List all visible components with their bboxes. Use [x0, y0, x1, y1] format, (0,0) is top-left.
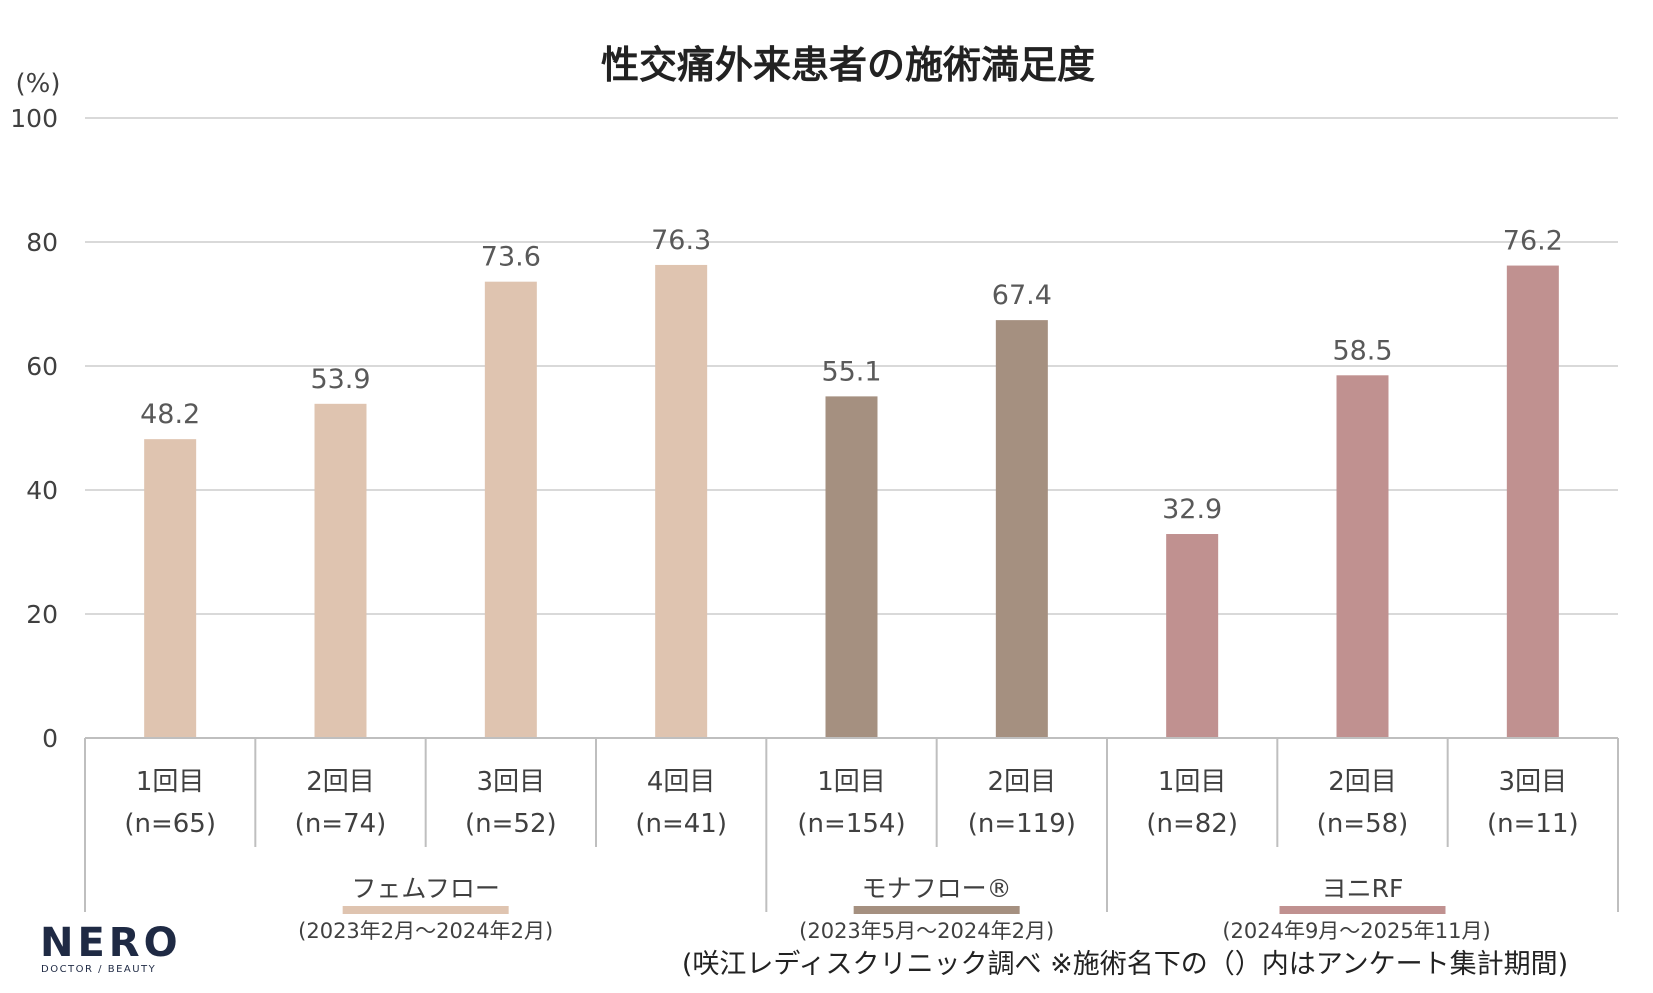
group-name: フェムフロー — [351, 874, 500, 903]
bar — [1166, 534, 1219, 738]
group-legend-swatch — [1279, 906, 1446, 914]
bar — [995, 320, 1048, 738]
data-label: 73.6 — [481, 242, 541, 273]
bar — [1336, 375, 1389, 738]
bar — [314, 403, 367, 738]
category-n-label: (n=41) — [635, 809, 727, 839]
category-n-label: (n=11) — [1487, 809, 1579, 839]
logo-text: NERO — [40, 920, 182, 966]
category-n-label: (n=52) — [465, 809, 557, 839]
logo-subtext: DOCTOR / BEAUTY — [41, 964, 156, 975]
bar — [1506, 265, 1559, 738]
bar — [825, 396, 878, 738]
category-n-label: (n=119) — [968, 809, 1076, 839]
group-name: モナフロー® — [862, 874, 1012, 903]
bar — [144, 439, 197, 738]
category-n-label: (n=74) — [295, 809, 387, 839]
group-period: (2024年9月～2025年11月) — [1222, 919, 1490, 943]
category-label: 1回目 — [136, 767, 205, 797]
y-tick-label: 40 — [26, 476, 58, 505]
y-tick-label: 60 — [26, 352, 58, 381]
data-label: 76.3 — [651, 225, 711, 256]
group-legend-swatch — [342, 906, 509, 914]
category-n-label: (n=58) — [1317, 809, 1409, 839]
nero-logo: NERO DOCTOR / BEAUTY — [40, 920, 182, 975]
category-label: 1回目 — [817, 767, 886, 797]
data-label: 67.4 — [992, 280, 1052, 311]
category-labels: 1回目 (n=65) 2回目 (n=74) 3回目 (n=52) 4回目 (n=41) 1回目 (… — [124, 767, 1578, 839]
group-period: (2023年2月～2024年2月) — [298, 919, 553, 943]
category-label: 4回目 — [647, 767, 716, 797]
data-label: 58.5 — [1332, 335, 1392, 366]
data-label: 76.2 — [1503, 226, 1563, 257]
chart-title: 性交痛外来患者の施術満足度 — [601, 43, 1095, 87]
data-label: 32.9 — [1162, 494, 1222, 525]
y-tick-label: 80 — [26, 228, 58, 257]
bar — [484, 281, 537, 738]
category-label: 1回目 — [1158, 767, 1227, 797]
category-label: 2回目 — [1328, 767, 1397, 797]
y-axis-ticks: 0 20 40 60 80 100 — [10, 104, 58, 753]
data-labels: 48.2 53.9 73.6 76.3 55.1 67.4 32.9 58.5 76.2 — [140, 225, 1563, 525]
y-axis-unit: (%) — [16, 69, 61, 99]
category-label: 3回目 — [1499, 767, 1568, 797]
data-label: 53.9 — [310, 364, 370, 395]
category-n-label: (n=82) — [1146, 809, 1238, 839]
group-period: (2023年5月～2024年2月) — [799, 919, 1054, 943]
bars — [144, 264, 1559, 738]
group-labels: フェムフロー (2023年2月～2024年2月) モナフロー® (2023年5月～20… — [298, 874, 1491, 943]
category-n-label: (n=65) — [124, 809, 216, 839]
y-tick-label: 100 — [10, 104, 58, 133]
category-label: 3回目 — [477, 767, 546, 797]
data-label: 55.1 — [821, 356, 881, 387]
group-legend-swatch — [853, 906, 1020, 914]
bar — [655, 264, 708, 738]
group-name: ヨニRF — [1322, 874, 1404, 903]
y-tick-label: 0 — [42, 724, 58, 753]
category-label: 2回目 — [988, 767, 1057, 797]
category-n-label: (n=154) — [797, 809, 905, 839]
data-label: 48.2 — [140, 399, 200, 430]
category-axis — [84, 737, 1619, 912]
footnote: (咲江レディスクリニック調べ ※施術名下の（）内はアンケート集計期間) — [682, 949, 1568, 980]
category-label: 2回目 — [306, 767, 375, 797]
y-tick-label: 20 — [26, 600, 58, 629]
